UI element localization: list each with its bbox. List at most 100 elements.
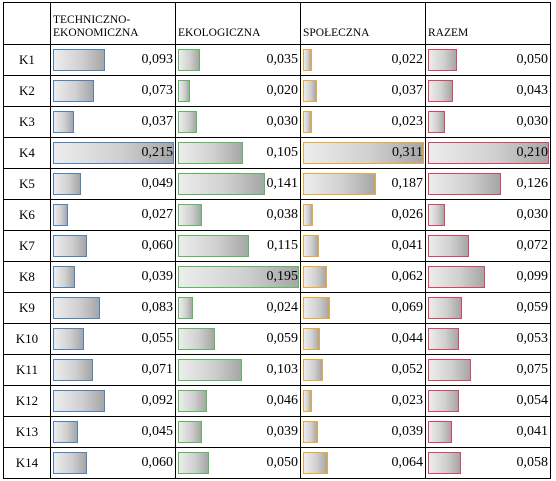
cell-spoleczna-k5: 0,187	[300, 168, 426, 200]
cell-value: 0,044	[391, 331, 424, 346]
cell-value: 0,041	[516, 424, 549, 439]
cell-value: 0,060	[141, 455, 174, 470]
table-row: K6 0,027 0,038 0,026 0,030	[3, 199, 551, 231]
cell-razem-k4: 0,210	[425, 137, 551, 169]
cell-value: 0,103	[266, 362, 299, 377]
cell-value: 0,093	[141, 52, 174, 67]
cell-razem-k2: 0,043	[425, 75, 551, 107]
cell-value: 0,024	[266, 300, 299, 315]
cell-value: 0,041	[391, 238, 424, 253]
cell-value: 0,054	[516, 393, 549, 408]
column-header-spoleczna: SPOŁECZNA	[300, 2, 426, 45]
cell-spoleczna-k7: 0,041	[300, 230, 426, 262]
cell-ekologiczna-k9: 0,024	[175, 292, 301, 324]
cell-razem-k12: 0,054	[425, 385, 551, 417]
row-label-k10: K10	[3, 323, 51, 355]
data-bar	[53, 80, 94, 102]
cell-value: 0,071	[141, 362, 174, 377]
table-row: K7 0,060 0,115 0,041 0,072	[3, 230, 551, 262]
data-bar	[428, 173, 501, 195]
cell-value: 0,059	[266, 331, 299, 346]
cell-value: 0,037	[141, 114, 174, 129]
cell-razem-k8: 0,099	[425, 261, 551, 293]
cell-razem-k14: 0,058	[425, 447, 551, 479]
row-label-k6: K6	[3, 199, 51, 231]
data-bar	[53, 49, 105, 71]
cell-ekologiczna-k1: 0,035	[175, 44, 301, 76]
data-bar	[53, 421, 78, 443]
cell-value: 0,038	[266, 207, 299, 222]
table-row: K3 0,037 0,030 0,023 0,030	[3, 106, 551, 138]
cell-value: 0,030	[516, 207, 549, 222]
cell-spoleczna-k12: 0,023	[300, 385, 426, 417]
data-bar	[428, 111, 445, 133]
cell-value: 0,058	[516, 455, 549, 470]
cell-spoleczna-k13: 0,039	[300, 416, 426, 448]
data-bar	[53, 266, 75, 288]
cell-value: 0,092	[141, 393, 174, 408]
cell-value: 0,059	[516, 300, 549, 315]
table-row: K5 0,049 0,141 0,187 0,126	[3, 168, 551, 200]
data-bar	[178, 297, 193, 319]
data-bar	[178, 111, 197, 133]
cell-techniczno-ekonomiczna-k2: 0,073	[50, 75, 176, 107]
cell-value: 0,027	[141, 207, 174, 222]
cell-value: 0,046	[266, 393, 299, 408]
data-bar	[178, 452, 209, 474]
cell-value: 0,126	[516, 176, 549, 191]
cell-value: 0,053	[516, 331, 549, 346]
cell-razem-k10: 0,053	[425, 323, 551, 355]
row-label-k3: K3	[3, 106, 51, 138]
data-bar	[178, 266, 299, 288]
cell-razem-k5: 0,126	[425, 168, 551, 200]
data-bar	[53, 328, 84, 350]
column-header-techniczno-ekonomiczna: TECHNICZNO- EKONOMICZNA	[50, 2, 176, 45]
cell-ekologiczna-k7: 0,115	[175, 230, 301, 262]
data-bar	[303, 173, 376, 195]
data-bar	[428, 142, 549, 164]
table-row: K14 0,060 0,050 0,064 0,058	[3, 447, 551, 479]
cell-value: 0,050	[266, 455, 299, 470]
data-table: TECHNICZNO- EKONOMICZNA EKOLOGICZNA SPOŁ…	[3, 2, 551, 479]
data-bar	[178, 235, 249, 257]
table-row: K2 0,073 0,020 0,037 0,043	[3, 75, 551, 107]
data-bar	[178, 173, 265, 195]
table-row: K13 0,045 0,039 0,039 0,041	[3, 416, 551, 448]
cell-razem-k9: 0,059	[425, 292, 551, 324]
cell-value: 0,064	[391, 455, 424, 470]
cell-razem-k11: 0,075	[425, 354, 551, 386]
cell-value: 0,141	[266, 176, 299, 191]
data-bar	[428, 421, 452, 443]
cell-spoleczna-k8: 0,062	[300, 261, 426, 293]
cell-value: 0,039	[141, 269, 174, 284]
data-bar	[53, 204, 68, 226]
cell-ekologiczna-k5: 0,141	[175, 168, 301, 200]
header-row: TECHNICZNO- EKONOMICZNA EKOLOGICZNA SPOŁ…	[3, 2, 551, 45]
cell-techniczno-ekonomiczna-k11: 0,071	[50, 354, 176, 386]
cell-techniczno-ekonomiczna-k12: 0,092	[50, 385, 176, 417]
table-row: K10 0,055 0,059 0,044 0,053	[3, 323, 551, 355]
cell-spoleczna-k11: 0,052	[300, 354, 426, 386]
cell-techniczno-ekonomiczna-k13: 0,045	[50, 416, 176, 448]
data-bar	[53, 390, 105, 412]
cell-techniczno-ekonomiczna-k9: 0,083	[50, 292, 176, 324]
data-bar	[303, 235, 319, 257]
cell-value: 0,073	[141, 83, 174, 98]
data-bar	[428, 235, 469, 257]
cell-value: 0,039	[391, 424, 424, 439]
cell-value: 0,035	[266, 52, 299, 67]
row-label-k9: K9	[3, 292, 51, 324]
data-bar	[303, 297, 330, 319]
cell-value: 0,115	[267, 238, 298, 253]
cell-techniczno-ekonomiczna-k3: 0,037	[50, 106, 176, 138]
cell-razem-k13: 0,041	[425, 416, 551, 448]
row-label-k2: K2	[3, 75, 51, 107]
cell-value: 0,020	[266, 83, 299, 98]
data-bar	[303, 328, 320, 350]
cell-value: 0,052	[391, 362, 424, 377]
row-label-k1: K1	[3, 44, 51, 76]
data-bar	[178, 328, 215, 350]
cell-razem-k7: 0,072	[425, 230, 551, 262]
row-label-k4: K4	[3, 137, 51, 169]
row-label-k11: K11	[3, 354, 51, 386]
